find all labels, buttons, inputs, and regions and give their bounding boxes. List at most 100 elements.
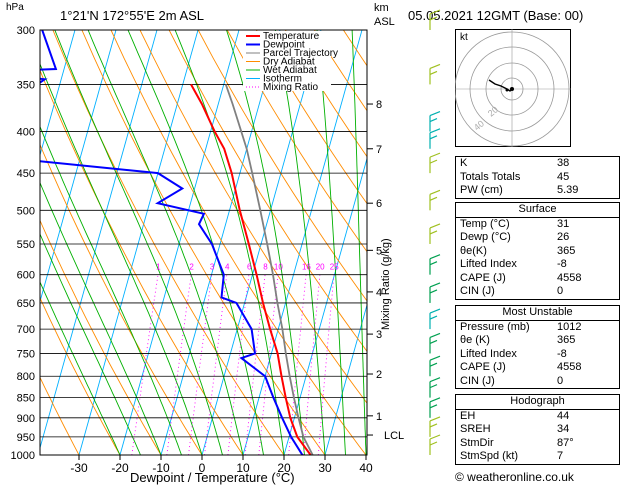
- mu-row: Pressure (mb) 1012: [460, 320, 582, 333]
- hodo-row: EH 44: [460, 409, 570, 422]
- hodograph-ring-label-40: 40: [472, 118, 486, 132]
- wind-barb-flag: [429, 128, 441, 134]
- isotherm-line: [283, 156, 367, 455]
- mixing-ratio-axis-label: Mixing Ratio (g/kg): [380, 238, 392, 330]
- pressure-tick-label: 350: [17, 79, 35, 91]
- pressure-axis: 300 350 400 450 500 550 600 650 700 750 800 850 900 9…: [11, 25, 35, 462]
- isotherm-line: [78, 30, 199, 455]
- wind-barb-flag: [429, 159, 438, 164]
- asl-label: ASL: [374, 16, 395, 28]
- pressure-tick-label: 300: [17, 25, 35, 37]
- height-tick-label: 6: [376, 198, 382, 210]
- wet-adiabat-line: [351, 30, 367, 455]
- pressure-tick-label: 900: [17, 413, 35, 425]
- mixing-ratio-label: 6: [247, 263, 252, 272]
- hodograph-title: Hodograph: [456, 395, 619, 410]
- mixing-ratio-line: [317, 274, 335, 455]
- hodograph-ring-label-20: 20: [486, 104, 500, 118]
- height-tick-label: 1: [376, 411, 382, 423]
- mu-row: Lifted Index -8: [460, 347, 567, 360]
- surface-row: Lifted Index -8: [460, 258, 567, 270]
- mixing-ratio-label: 10: [274, 263, 283, 272]
- legend-label: Isotherm: [263, 74, 302, 85]
- mu-row: θe (K) 365: [460, 334, 576, 346]
- legend-label: Parcel Trajectory: [263, 48, 338, 59]
- temperature-tick-label: -20: [111, 461, 129, 475]
- pressure-tick-label: 800: [17, 371, 35, 383]
- wind-barbs: [429, 9, 441, 455]
- temperature-tick-label: 10: [236, 461, 250, 475]
- mixing-ratio-label: 4: [225, 263, 230, 272]
- mixing-ratio-labels: 1 2 3 4 6 8 10 16 20 25: [156, 263, 339, 272]
- hodograph-table: Hodograph EH 44 SREH 34 StmDir 87° StmSpd (…: [455, 394, 620, 465]
- mixing-ratio-line: [288, 274, 307, 455]
- mixing-ratio-line: [131, 274, 159, 455]
- height-tick-label: 5: [376, 245, 382, 257]
- mixing-ratio-label: 3: [210, 263, 215, 272]
- pressure-tick-label: 700: [17, 324, 35, 336]
- wind-barb-flag: [429, 384, 438, 389]
- legend-label: Wet Adiabat: [263, 65, 317, 76]
- wind-barb-flag: [429, 254, 441, 260]
- mixing-ratio-label: 20: [316, 263, 325, 272]
- temperature-tick-label: 20: [277, 461, 291, 475]
- height-tick-label: 3: [376, 329, 382, 341]
- isotherm-line: [40, 30, 158, 450]
- mixing-ratio-line: [258, 274, 279, 455]
- most-unstable-title: Most Unstable: [456, 306, 619, 321]
- index-row: Totals Totals 45: [460, 170, 570, 183]
- lcl-label: LCL: [384, 430, 404, 442]
- legend-label: Dry Adiabat: [263, 57, 315, 68]
- temperature-tick-label: -10: [152, 461, 170, 475]
- dry-adiabat-line: [40, 376, 80, 455]
- mixing-ratio-line: [204, 274, 228, 455]
- pressure-tick-label: 500: [17, 205, 35, 217]
- wind-barb-flag: [429, 70, 438, 75]
- wind-barb-flag: [429, 135, 438, 140]
- surface-table: Surface Temp (°C) 31 Dewp (°C) 26 θe(K) 365…: [455, 202, 620, 300]
- mixing-ratio-line: [166, 274, 192, 455]
- legend-label: Mixing Ratio: [263, 82, 318, 93]
- pressure-tick-label: 1000: [11, 450, 35, 462]
- pressure-unit-label: hPa: [6, 2, 24, 13]
- legend-label: Temperature: [263, 31, 320, 42]
- temperature-tick-label: 40: [359, 461, 373, 475]
- height-tick-label: 8: [376, 99, 382, 111]
- hodograph-panel: kt 20 40: [455, 29, 571, 147]
- dry-adiabat-line: [226, 30, 367, 253]
- dry-adiabat-line: [110, 30, 367, 455]
- surface-row: θe(K) 365: [460, 244, 576, 257]
- mixing-ratio-label: 8: [263, 263, 268, 272]
- copyright: © weatheronline.co.uk: [455, 470, 574, 484]
- temperature-tick-label: 0: [199, 461, 206, 475]
- isotherm-line: [201, 30, 322, 455]
- mixing-ratio-label: 25: [330, 263, 339, 272]
- pressure-tick-label: 550: [17, 239, 35, 251]
- wind-barb-flag: [429, 261, 438, 266]
- mixing-ratio-label: 1: [156, 263, 161, 272]
- wind-barb-flag: [429, 282, 441, 288]
- surface-row: Temp (°C) 31: [460, 217, 570, 230]
- temperature-tick-label: -30: [70, 461, 88, 475]
- mixing-ratio-label: 2: [189, 263, 194, 272]
- wind-barb-flag: [429, 110, 441, 117]
- wind-barb-flag: [429, 152, 441, 158]
- surface-row: Dewp (°C) 26: [460, 231, 570, 243]
- pressure-tick-label: 450: [17, 168, 35, 180]
- height-tick-label: 4: [376, 287, 382, 299]
- wind-barb-flag: [429, 230, 438, 235]
- mixing-ratio-label: 16: [302, 263, 311, 272]
- mixing-ratio-line: [188, 274, 213, 455]
- isotherm-line: [119, 30, 240, 455]
- legend-label: Dewpoint: [263, 40, 305, 51]
- surface-row: CIN (J) 0: [460, 285, 564, 297]
- wind-barb-flag: [429, 423, 438, 428]
- wet-adiabat-line: [274, 30, 326, 455]
- pressure-tick-label: 400: [17, 127, 35, 139]
- wind-barb-flag: [429, 332, 441, 339]
- isotherm-line: [40, 30, 117, 304]
- wind-barb-flag: [429, 397, 441, 403]
- isotherm-line: [40, 30, 76, 157]
